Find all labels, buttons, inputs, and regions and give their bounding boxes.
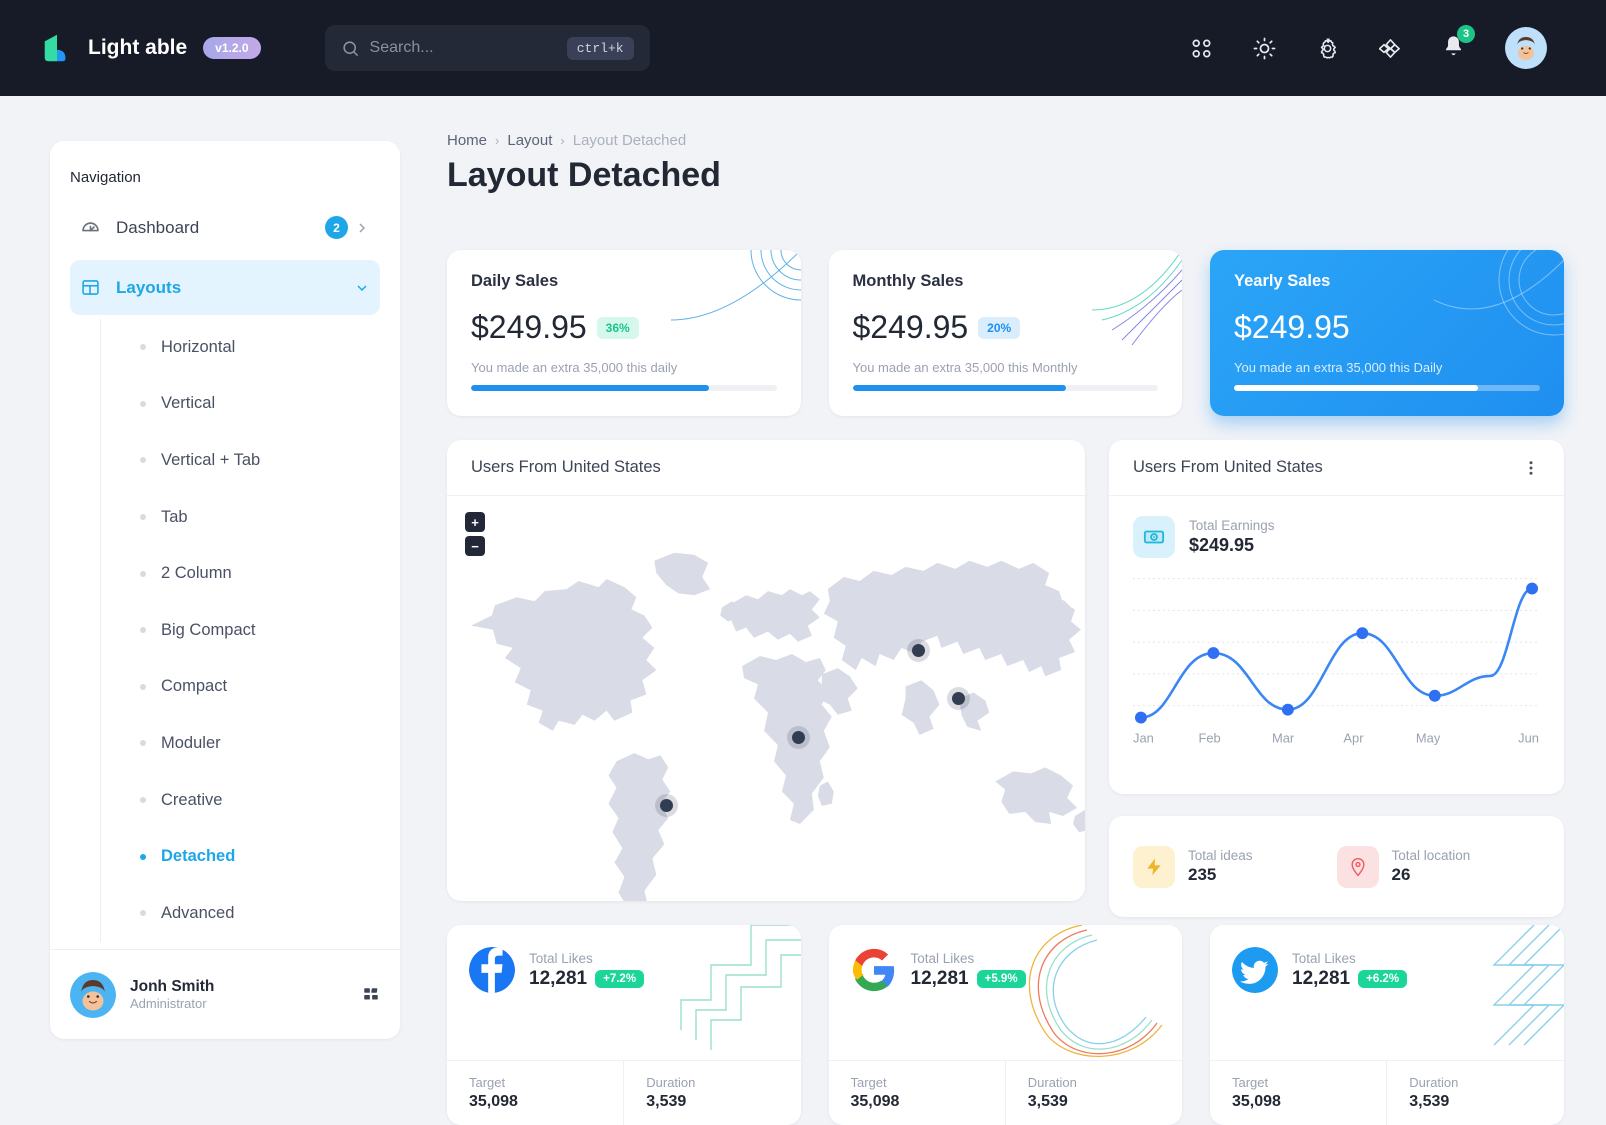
svg-text:Jan: Jan xyxy=(1133,730,1154,745)
svg-text:Apr: Apr xyxy=(1343,730,1364,745)
svg-text:May: May xyxy=(1416,730,1441,745)
svg-text:Mar: Mar xyxy=(1272,730,1295,745)
svg-text:Jun: Jun xyxy=(1518,730,1539,745)
svg-text:Feb: Feb xyxy=(1199,730,1221,745)
